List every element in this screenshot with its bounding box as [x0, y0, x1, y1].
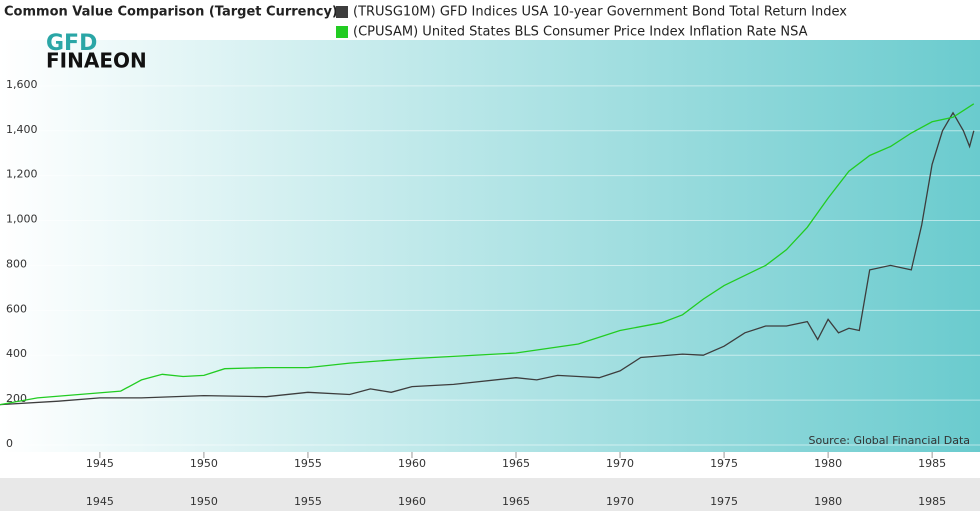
navigator-label: 1970	[606, 495, 634, 508]
logo: FINAEON	[46, 49, 147, 73]
plot-background	[0, 40, 980, 452]
x-tick-label: 1975	[710, 457, 738, 470]
y-tick-label: 600	[6, 302, 27, 315]
y-tick-label: 1,400	[6, 123, 38, 136]
navigator-label: 1955	[294, 495, 322, 508]
navigator-label: 1960	[398, 495, 426, 508]
legend-swatch	[336, 6, 348, 18]
x-tick-label: 1985	[918, 457, 946, 470]
y-tick-label: 200	[6, 392, 27, 405]
y-tick-label: 1,200	[6, 168, 38, 181]
series-line	[0, 111, 975, 406]
y-tick-label: 400	[6, 347, 27, 360]
navigator-label: 1945	[86, 495, 114, 508]
y-tick-label: 1,000	[6, 213, 38, 226]
navigator-label: 1965	[502, 495, 530, 508]
source: Source: Global Financial Data	[809, 434, 971, 447]
x-tick-label: 1970	[606, 457, 634, 470]
navigator-label: 1980	[814, 495, 842, 508]
x-tick-label: 1960	[398, 457, 426, 470]
x-tick-label: 1955	[294, 457, 322, 470]
y-tick-label: 800	[6, 257, 27, 270]
y-tick-label: 1,600	[6, 78, 38, 91]
chart-title: Common Value Comparison (Target Currency…	[4, 5, 338, 20]
legend-label: (TRUSG10M) GFD Indices USA 10-year Gover…	[353, 5, 847, 20]
navigator-label: 1985	[918, 495, 946, 508]
y-tick-label: 0	[6, 437, 13, 450]
navigator[interactable]	[0, 478, 980, 511]
logo: GFD	[46, 31, 97, 56]
x-tick-label: 1980	[814, 457, 842, 470]
navigator-label: 1950	[190, 495, 218, 508]
x-tick-label: 1950	[190, 457, 218, 470]
series-line	[0, 103, 975, 406]
navigator-label: 1975	[710, 495, 738, 508]
x-tick-label: 1945	[86, 457, 114, 470]
x-tick-label: 1965	[502, 457, 530, 470]
legend-swatch	[336, 26, 348, 38]
legend-label: (CPUSAM) United States BLS Consumer Pric…	[353, 25, 808, 40]
